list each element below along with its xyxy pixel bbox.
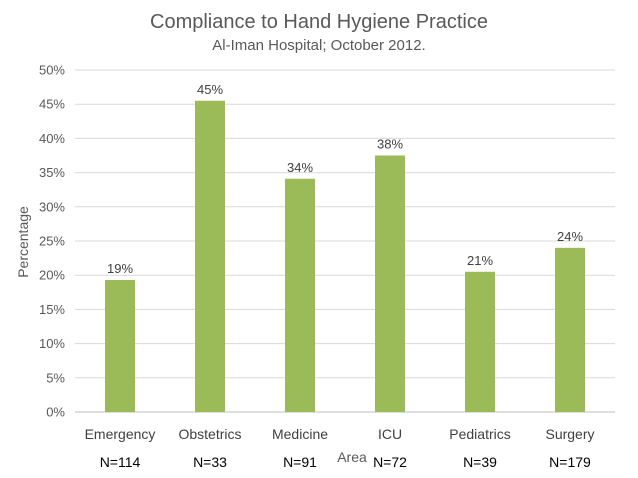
data-label: 38% (377, 137, 403, 152)
bar (375, 155, 405, 412)
sample-size-labels: N=114 N=33 N=91 N=72 N=39 N=179 (100, 454, 591, 470)
data-labels: 19% 45% 34% 38% 21% 24% (107, 82, 583, 276)
y-tick-label: 5% (46, 370, 65, 385)
y-tick-label: 10% (39, 336, 65, 351)
y-tick-label: 35% (39, 165, 65, 180)
y-tick-label: 50% (39, 63, 65, 78)
bar (555, 247, 585, 412)
x-category-label: Emergency (85, 426, 156, 442)
y-tick-label: 40% (39, 131, 65, 146)
data-label: 19% (107, 261, 133, 276)
y-tick-label: 0% (46, 405, 65, 420)
sample-size-label: N=179 (549, 454, 591, 470)
chart-title: Compliance to Hand Hygiene Practice (150, 11, 488, 33)
y-tick-label: 25% (39, 234, 65, 249)
x-category-label: ICU (378, 426, 402, 442)
x-category-label: Medicine (272, 426, 328, 442)
sample-size-label: N=39 (463, 454, 497, 470)
y-tick-label: 30% (39, 199, 65, 214)
x-axis-categories: Emergency Obstetrics Medicine ICU Pediatrics… (85, 426, 595, 442)
x-category-label: Surgery (545, 426, 594, 442)
data-label: 34% (287, 160, 313, 175)
sample-size-label: N=72 (373, 454, 407, 470)
x-category-label: Pediatrics (449, 426, 510, 442)
data-label: 45% (197, 82, 223, 97)
y-axis-ticks: 0% 5% 10% 15% 20% 25% 30% 35% 40% 45% 50% (39, 63, 65, 420)
y-axis-title: Percentage (15, 206, 31, 278)
y-tick-label: 15% (39, 302, 65, 317)
y-tick-label: 20% (39, 268, 65, 283)
data-label: 21% (467, 253, 493, 268)
data-label: 24% (557, 229, 583, 244)
chart-subtitle: Al-Iman Hospital; October 2012. (212, 37, 425, 54)
sample-size-label: N=33 (193, 454, 227, 470)
sample-size-label: N=91 (283, 454, 317, 470)
bar (105, 279, 135, 412)
bars (105, 100, 585, 412)
bar (465, 271, 495, 412)
bar (195, 100, 225, 412)
x-category-label: Obstetrics (178, 426, 241, 442)
bar (285, 178, 315, 412)
gridlines (75, 69, 615, 413)
x-axis-title: Area (337, 449, 367, 465)
sample-size-label: N=114 (100, 454, 141, 470)
y-tick-label: 45% (39, 97, 65, 112)
